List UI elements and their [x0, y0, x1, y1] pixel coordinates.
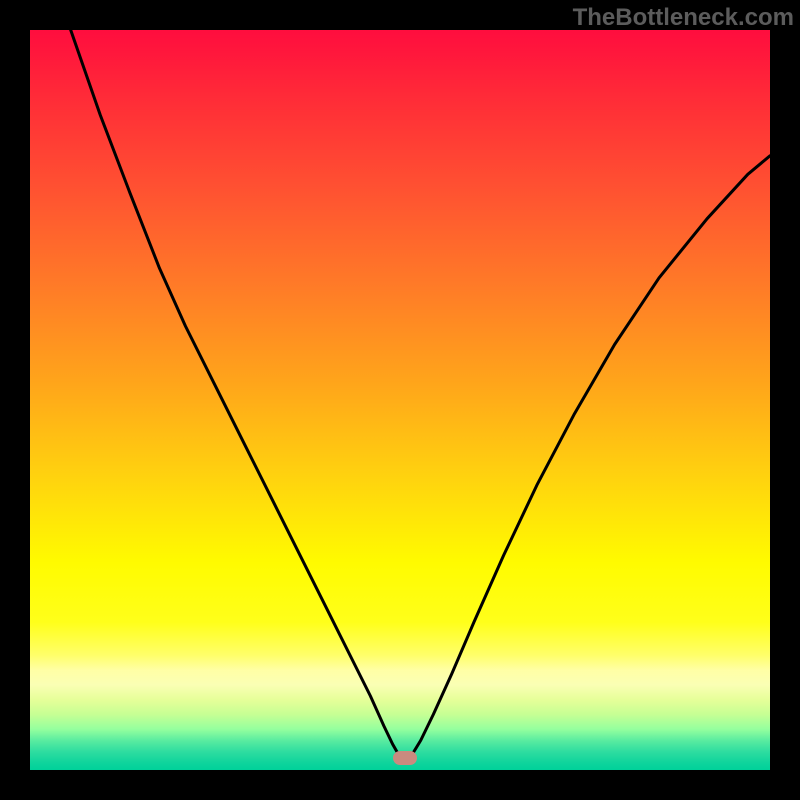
bottleneck-curve — [30, 30, 770, 770]
chart-root: TheBottleneck.com — [0, 0, 800, 800]
watermark-text: TheBottleneck.com — [573, 4, 794, 32]
plot-area — [30, 30, 770, 770]
optimum-marker — [393, 751, 417, 765]
